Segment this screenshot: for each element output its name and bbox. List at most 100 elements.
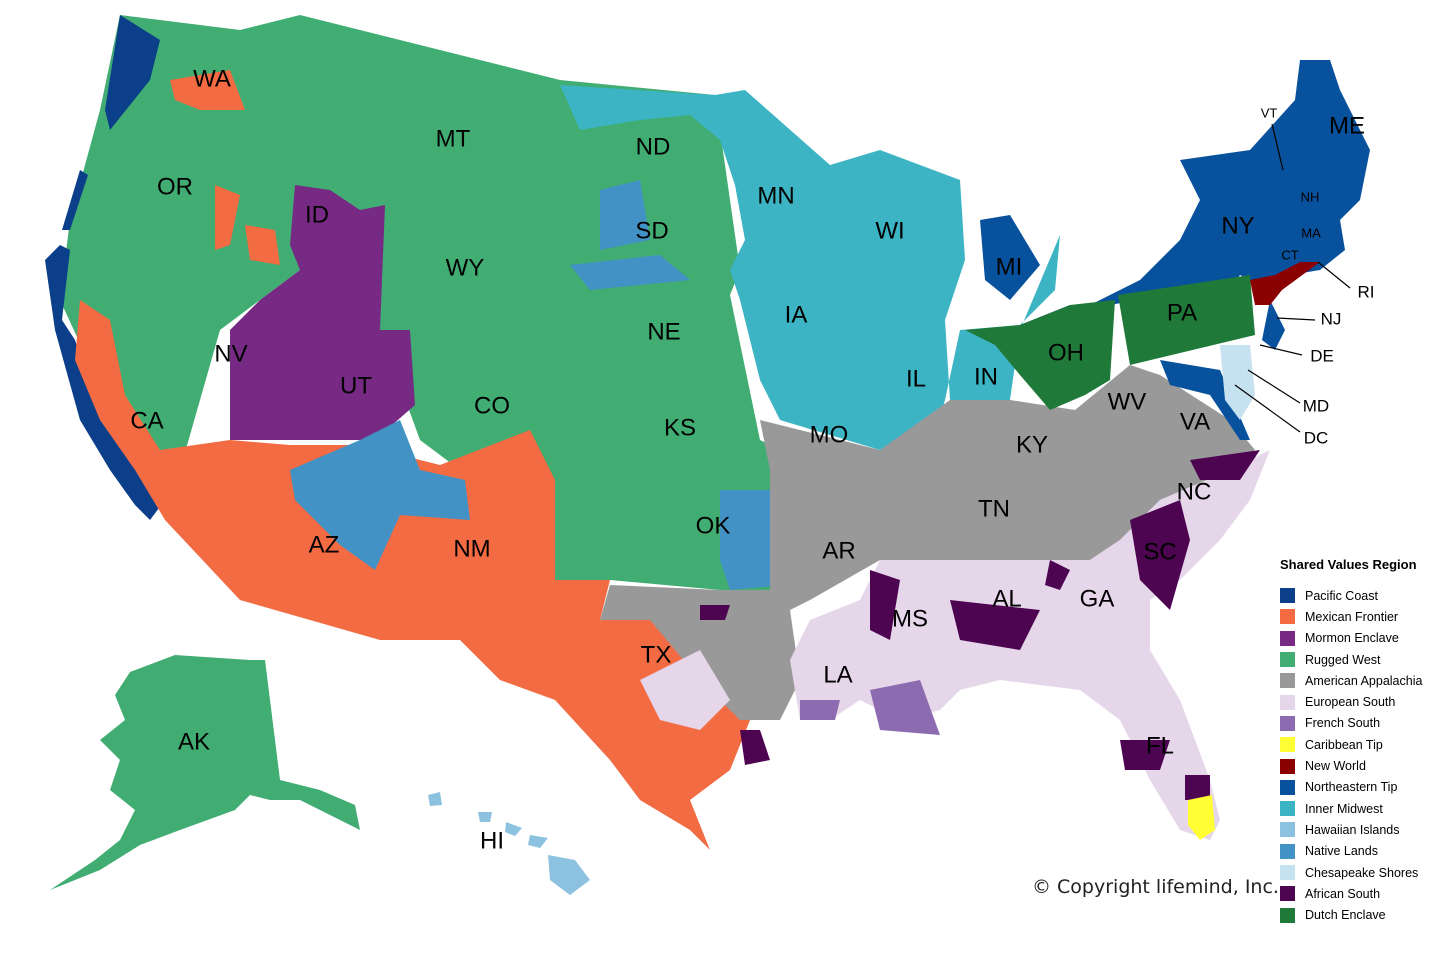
state-label-al: AL	[992, 585, 1021, 612]
state-label-tn: TN	[978, 495, 1010, 522]
state-label-ne: NE	[647, 318, 680, 345]
state-label-sd: SD	[635, 217, 668, 244]
legend-swatch	[1280, 652, 1295, 668]
legend-label: American Appalachia	[1305, 673, 1423, 688]
state-label-tx: TX	[641, 641, 672, 668]
legend-item: Chesapeake Shores	[1280, 862, 1450, 883]
state-label-ri: RI	[1358, 282, 1375, 301]
legend-swatch	[1280, 822, 1295, 838]
state-label-vt: VT	[1261, 105, 1278, 120]
state-label-nc: NC	[1177, 478, 1212, 505]
legend-item: French South	[1280, 713, 1450, 734]
region-mormon-enclave	[230, 185, 415, 440]
legend-item: Hawaiian Islands	[1280, 819, 1450, 840]
legend-item: Rugged West	[1280, 649, 1450, 670]
state-label-or: OR	[157, 173, 193, 200]
state-label-ut: UT	[340, 372, 372, 399]
state-label-ok: OK	[696, 512, 731, 539]
state-label-va: VA	[1180, 408, 1210, 435]
state-label-nd: ND	[636, 133, 671, 160]
state-label-sc: SC	[1143, 538, 1176, 565]
state-label-ca: CA	[130, 407, 163, 434]
legend-item: American Appalachia	[1280, 670, 1450, 691]
legend-swatch	[1280, 907, 1295, 923]
legend-title: Shared Values Region	[1280, 557, 1417, 572]
state-label-pa: PA	[1167, 299, 1197, 326]
legend-swatch	[1280, 588, 1295, 604]
label-leader-lines	[1234, 123, 1351, 433]
legend-label: Inner Midwest	[1305, 801, 1383, 816]
legend-swatch	[1280, 694, 1295, 710]
region-inner-midwest	[560, 85, 1060, 450]
state-label-wi: WI	[875, 217, 904, 244]
legend-label: Mexican Frontier	[1305, 609, 1399, 624]
legend-label: Caribbean Tip	[1305, 737, 1383, 752]
state-label-nh: NH	[1301, 189, 1320, 204]
legend-item: Native Lands	[1280, 841, 1450, 862]
map-legend: Shared Values Region Pacific Coast Mexica…	[1280, 557, 1450, 926]
region-chesapeake-shores	[1220, 345, 1255, 420]
legend-item: New World	[1280, 755, 1450, 776]
state-label-me: ME	[1329, 112, 1365, 139]
legend-swatch	[1280, 843, 1295, 859]
legend-item: Pacific Coast	[1280, 585, 1450, 606]
state-label-nj: NJ	[1321, 309, 1342, 328]
state-label-nm: NM	[453, 535, 490, 562]
state-label-ny: NY	[1221, 212, 1254, 239]
region-hawaiian-islands	[428, 792, 590, 895]
legend-item: Northeastern Tip	[1280, 777, 1450, 798]
region-pacific-coast	[45, 15, 165, 520]
legend-swatch	[1280, 673, 1295, 689]
state-label-dc: DC	[1304, 428, 1329, 447]
state-label-md: MD	[1303, 396, 1329, 415]
state-label-nv: NV	[214, 340, 247, 367]
state-label-in: IN	[974, 363, 998, 390]
state-label-wv: WV	[1108, 388, 1147, 415]
state-label-wy: WY	[446, 254, 485, 281]
legend-label: African South	[1305, 886, 1381, 901]
state-label-la: LA	[823, 661, 852, 688]
legend-label: European South	[1305, 695, 1396, 710]
state-label-hi: HI	[480, 827, 504, 854]
state-label-ia: IA	[785, 301, 808, 328]
region-rugged-west	[60, 15, 780, 590]
legend-item: Mexican Frontier	[1280, 606, 1450, 627]
legend-item: European South	[1280, 691, 1450, 712]
legend-item: Caribbean Tip	[1280, 734, 1450, 755]
legend-items: Pacific Coast Mexican Frontier Mormon Encl…	[1280, 585, 1450, 926]
legend-swatch	[1280, 779, 1295, 795]
state-label-ma: MA	[1301, 225, 1321, 240]
region-native-lands	[290, 180, 785, 590]
legend-swatch	[1280, 886, 1295, 902]
region-african-south	[700, 450, 1260, 800]
state-label-ks: KS	[664, 414, 696, 441]
legend-item: Inner Midwest	[1280, 798, 1450, 819]
legend-swatch	[1280, 865, 1295, 880]
legend-swatch	[1280, 758, 1295, 774]
region-french-south	[800, 680, 940, 735]
legend-swatch	[1280, 609, 1295, 625]
region-american-appalachia	[600, 365, 1255, 720]
state-label-ms: MS	[892, 605, 928, 632]
state-label-ky: KY	[1016, 431, 1048, 458]
state-label-co: CO	[474, 392, 510, 419]
region-caribbean-tip	[1188, 795, 1215, 840]
legend-swatch	[1280, 801, 1295, 817]
legend-label: New World	[1305, 759, 1366, 774]
legend-swatch	[1280, 737, 1295, 753]
state-label-mt: MT	[436, 125, 471, 152]
state-label-id: ID	[305, 201, 329, 228]
state-label-de: DE	[1310, 346, 1334, 365]
state-label-mo: MO	[810, 421, 849, 448]
region-rugged-west-alaska	[50, 655, 360, 890]
copyright-notice: © Copyright lifemind, Inc.	[1032, 876, 1279, 898]
legend-item: African South	[1280, 883, 1450, 904]
legend-item: Mormon Enclave	[1280, 628, 1450, 649]
state-label-mn: MN	[757, 182, 794, 209]
legend-label: Dutch Enclave	[1305, 908, 1386, 923]
state-label-wa: WA	[193, 65, 231, 92]
legend-label: Chesapeake Shores	[1305, 865, 1419, 880]
legend-swatch	[1280, 715, 1295, 731]
legend-label: Native Lands	[1305, 844, 1378, 859]
